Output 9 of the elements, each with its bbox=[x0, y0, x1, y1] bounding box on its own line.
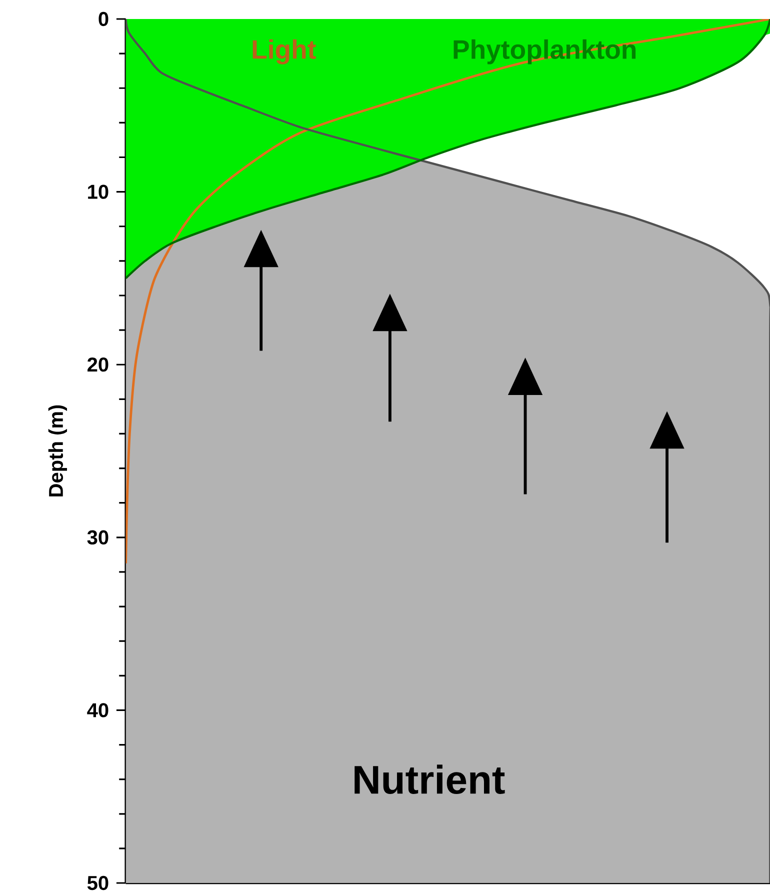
y-tick-label: 20 bbox=[87, 358, 108, 372]
y-tick-label: 40 bbox=[87, 703, 108, 718]
series-label: Nutrient bbox=[354, 764, 505, 794]
y-tick-label: 30 bbox=[87, 530, 108, 545]
y-tick-label: 10 bbox=[88, 184, 108, 199]
text: Light bbox=[252, 39, 316, 64]
y-tick-label: 0 bbox=[98, 12, 108, 26]
y-tick-label: 50 bbox=[87, 876, 108, 890]
y-axis-title: Depth (m) bbox=[48, 405, 67, 496]
